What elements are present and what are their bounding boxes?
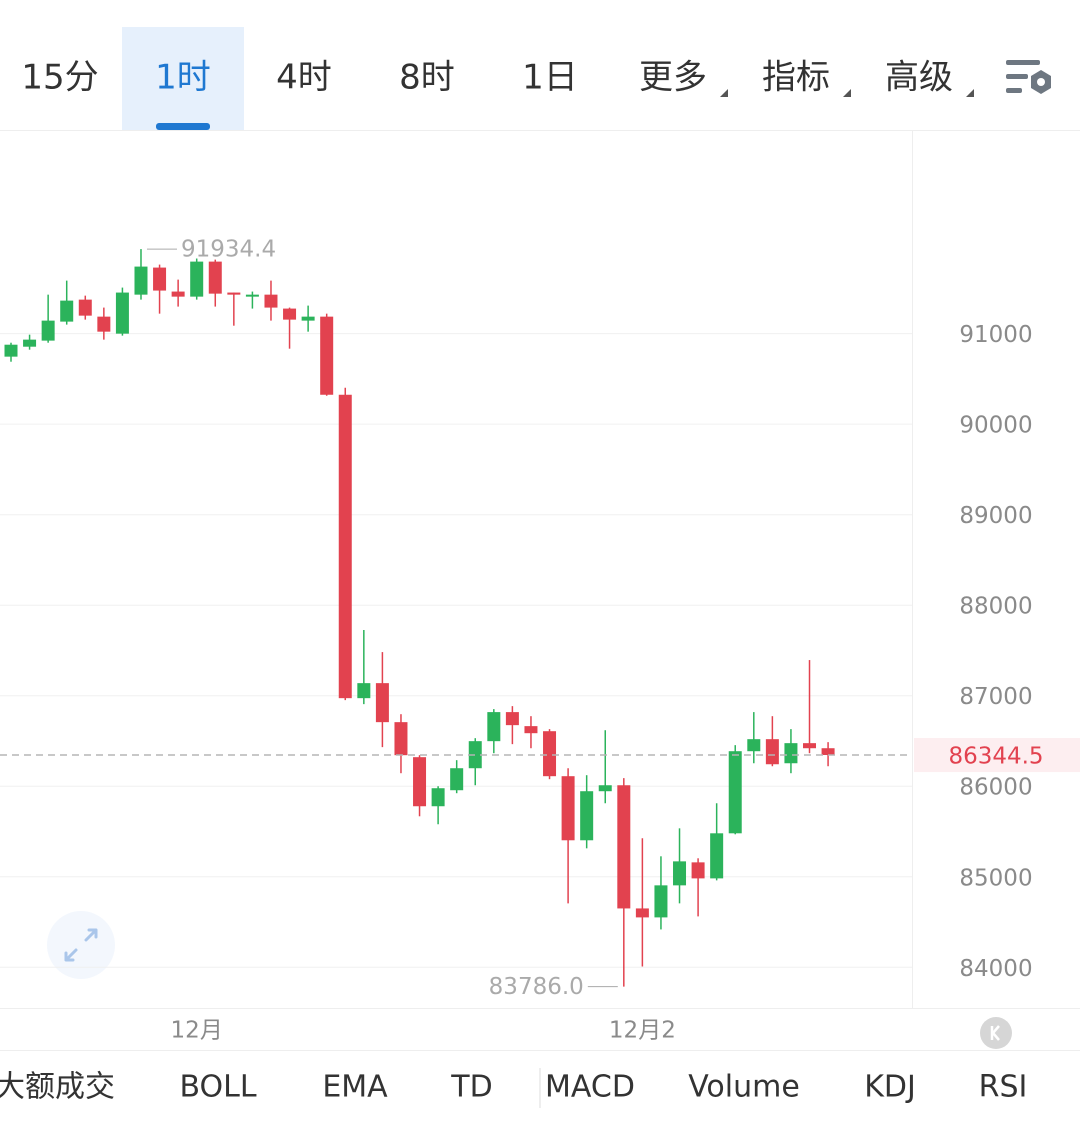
candle-body [227, 292, 241, 295]
candle-body [357, 683, 371, 699]
candle-body [134, 266, 148, 295]
candle-body [450, 768, 464, 791]
dropdown-caret [966, 89, 974, 97]
candle-body [338, 394, 352, 699]
candle-body [821, 748, 835, 756]
y-tick-label: 86000 [959, 775, 1032, 801]
indicator-tab[interactable]: MACD [545, 1070, 635, 1105]
tab[interactable]: 4时 [276, 58, 332, 98]
candle-body [97, 316, 111, 332]
candle-body [78, 299, 92, 316]
y-tick-label: 91000 [959, 322, 1032, 348]
candle-body [691, 862, 705, 879]
candle-body [320, 316, 334, 395]
candle-body [728, 751, 742, 834]
candle-body [580, 791, 594, 841]
indicator-tab[interactable]: KDJ [864, 1070, 916, 1105]
candle-body [301, 316, 315, 321]
indicator-tab[interactable]: TD [450, 1070, 492, 1105]
tab[interactable]: 8时 [399, 58, 455, 98]
dropdown-caret [843, 89, 851, 97]
x-tick-label: 12月2 [609, 1018, 676, 1044]
candle-body [190, 261, 204, 297]
y-tick-label: 84000 [959, 956, 1032, 982]
candle-body [60, 300, 74, 322]
candle-body [505, 712, 519, 726]
candle-body [375, 683, 389, 723]
candle-body [747, 739, 761, 752]
y-tick-label: 87000 [959, 684, 1032, 710]
candle-body [487, 712, 501, 742]
candle-body [635, 908, 649, 918]
indicator-tab[interactable]: Volume [688, 1070, 800, 1105]
candle-body [710, 833, 724, 879]
indicator-tab[interactable]: EMA [322, 1070, 388, 1105]
last-price-label: 86344.5 [948, 744, 1043, 770]
indicator-tab[interactable]: RSI [979, 1070, 1028, 1105]
high-label: 91934.4 [181, 237, 276, 263]
dropdown-caret [720, 89, 728, 97]
indicator-tab[interactable]: BOLL [179, 1070, 256, 1105]
low-label: 83786.0 [489, 974, 584, 1000]
candle-body [153, 267, 167, 291]
candle-body [264, 294, 278, 308]
tab[interactable]: 1时 [155, 58, 211, 98]
candle-body [245, 294, 259, 297]
candle-body [23, 339, 37, 347]
candle-body [524, 726, 538, 734]
settings-icon[interactable] [1006, 60, 1051, 94]
candle-body [41, 320, 55, 341]
last-price-box [914, 738, 1080, 773]
candle-body [413, 757, 427, 807]
x-tick-label: 12月 [171, 1018, 223, 1044]
y-tick-label: 88000 [959, 594, 1032, 620]
candle-body [784, 743, 798, 764]
candle-body [543, 731, 557, 777]
active-tab-underline [156, 123, 210, 130]
candle-body [765, 739, 779, 765]
candle-body [171, 291, 185, 297]
k-button[interactable] [980, 1017, 1012, 1049]
y-tick-label: 89000 [959, 503, 1032, 529]
tab[interactable]: 指标 [762, 58, 830, 98]
candle-body [283, 308, 297, 320]
candle-body [115, 292, 129, 334]
indicator-tab[interactable]: 大额成交 [0, 1070, 115, 1105]
y-tick-label: 85000 [959, 865, 1032, 891]
candle-body [598, 785, 612, 792]
active-tab-bg [122, 27, 244, 130]
candle-body [617, 785, 631, 909]
y-tick-label: 90000 [959, 413, 1032, 439]
candle-body [394, 722, 408, 756]
candle-body [468, 741, 482, 769]
candle-body [4, 344, 18, 357]
candle-body [431, 788, 445, 807]
candle-body [673, 861, 687, 886]
candle-body [208, 261, 222, 294]
candle-body [654, 885, 668, 918]
tab[interactable]: 1日 [522, 58, 578, 98]
candle-body [803, 743, 817, 749]
tab[interactable]: 更多 [639, 58, 707, 98]
tab[interactable]: 15分 [21, 58, 98, 98]
expand-button[interactable] [47, 911, 115, 979]
candle-body [561, 776, 575, 841]
tab[interactable]: 高级 [885, 58, 953, 98]
